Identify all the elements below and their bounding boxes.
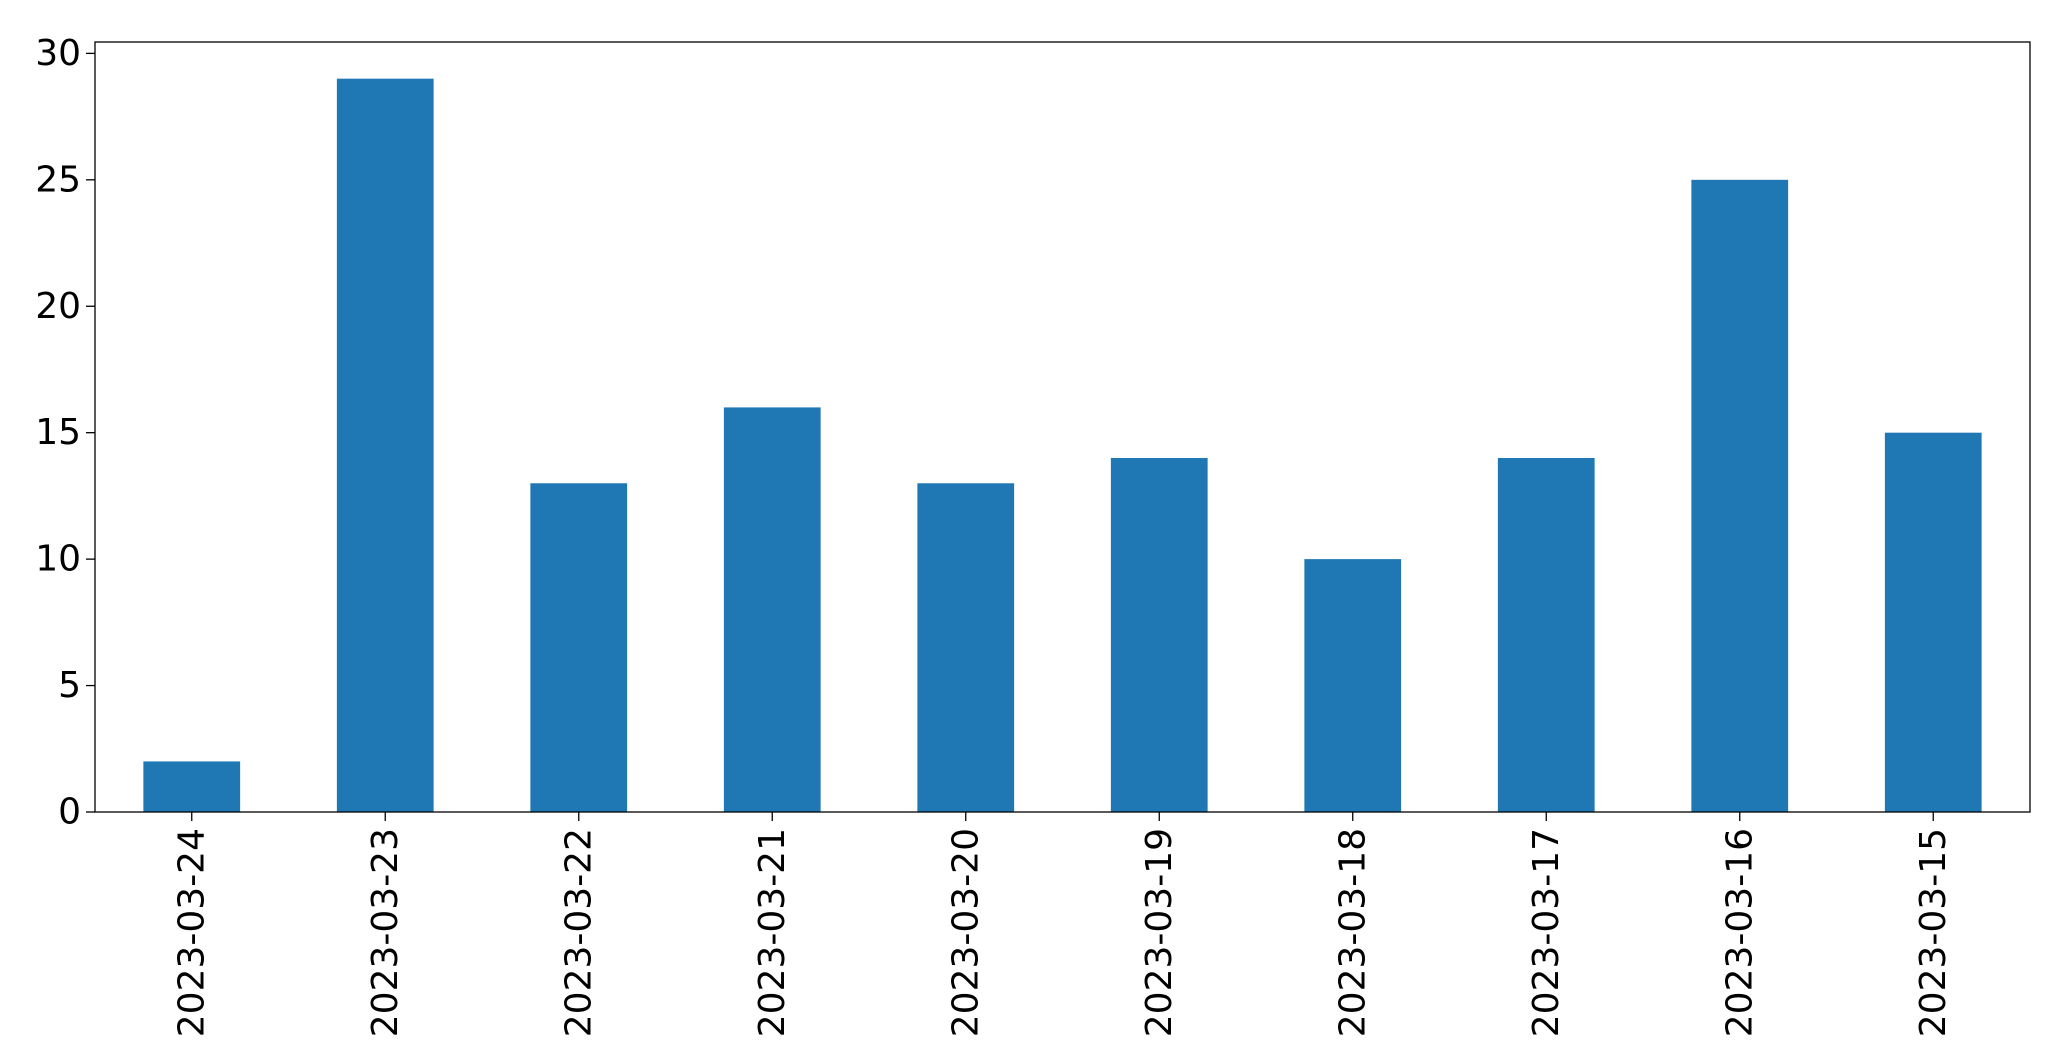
x-tick-label: 2023-03-19 [1139, 828, 1180, 1037]
y-tick-label: 20 [35, 286, 81, 327]
bar [336, 78, 434, 812]
bar [1497, 457, 1595, 812]
y-tick-label: 10 [35, 539, 81, 580]
bar [1691, 179, 1789, 812]
x-tick-label: 2023-03-18 [1332, 828, 1373, 1037]
x-tick-label: 2023-03-21 [752, 828, 793, 1037]
x-tick-label: 2023-03-23 [365, 828, 406, 1037]
bar [1304, 559, 1402, 812]
x-tick-label: 2023-03-22 [558, 828, 599, 1037]
x-tick-label: 2023-03-16 [1719, 828, 1760, 1037]
bar [1884, 432, 1982, 812]
x-tick-label: 2023-03-20 [945, 828, 986, 1037]
y-tick-label: 15 [35, 412, 81, 453]
bar [723, 407, 821, 812]
x-tick-label: 2023-03-24 [171, 828, 212, 1037]
y-tick-label: 30 [35, 33, 81, 74]
bar [917, 483, 1015, 812]
x-tick-label: 2023-03-15 [1913, 828, 1954, 1037]
y-tick-label: 25 [35, 159, 81, 200]
bar [530, 483, 628, 812]
x-tick-label: 2023-03-17 [1526, 828, 1567, 1037]
bar [143, 761, 241, 812]
bar [1110, 457, 1208, 812]
y-tick-label: 5 [58, 665, 81, 706]
y-tick-label: 0 [58, 792, 81, 833]
plot-frame [94, 41, 2031, 813]
